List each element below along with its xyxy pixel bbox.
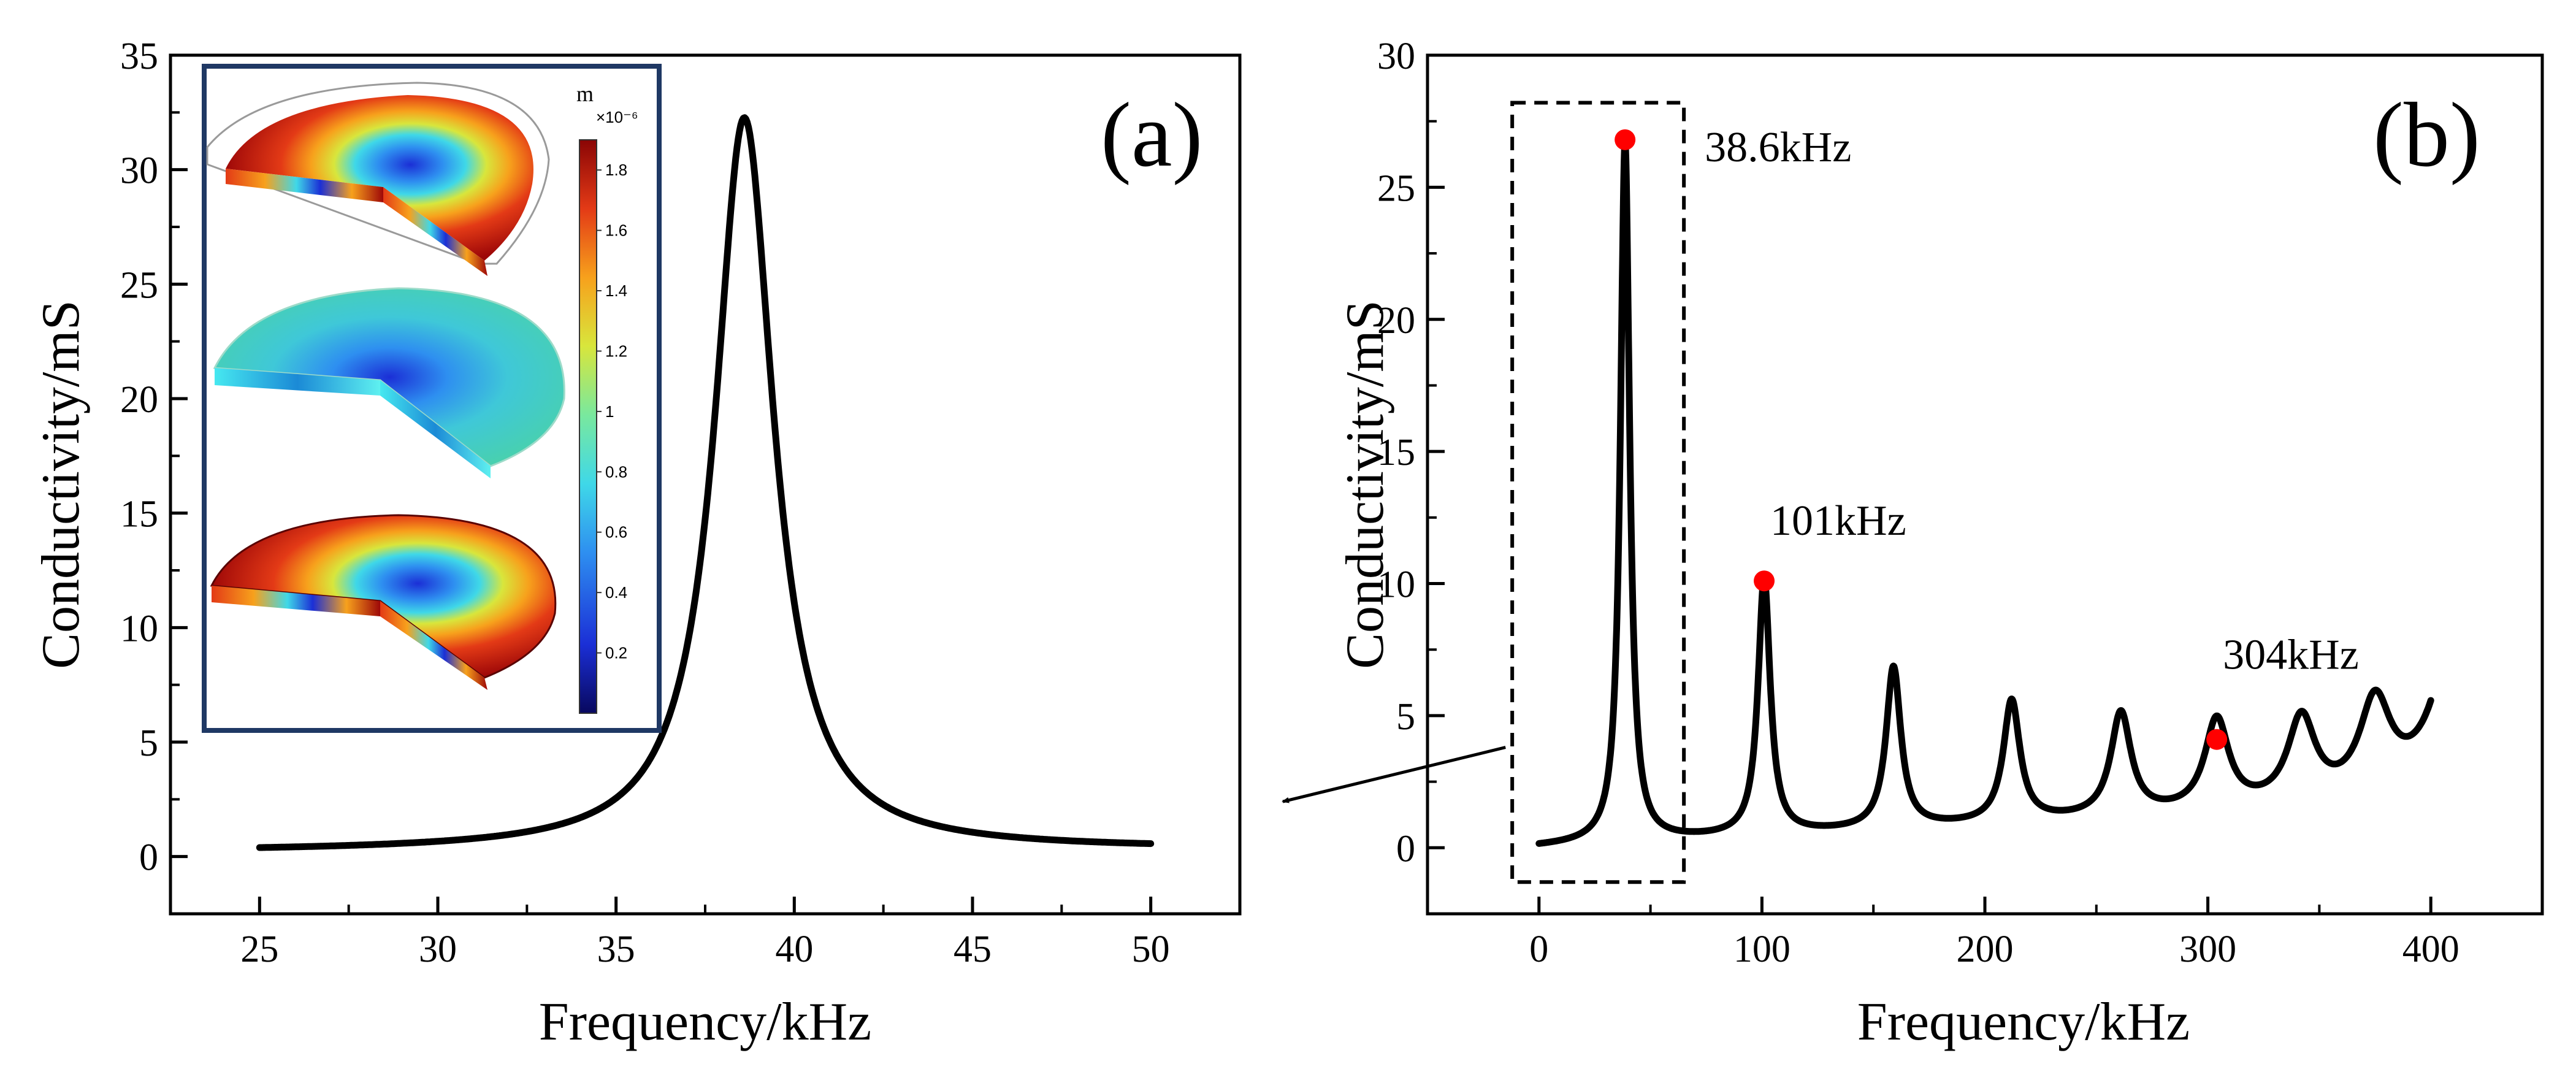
panel-b-label: (b) — [2373, 84, 2480, 186]
colorbar-exponent: ×10⁻⁶ — [596, 108, 638, 126]
panel-b-y-tick-label: 0 — [1396, 828, 1415, 870]
panel-a-x-tick-label: 25 — [240, 929, 278, 970]
panel-a-y-tick-label: 15 — [120, 494, 158, 535]
panel-a-y-tick-label: 35 — [120, 36, 158, 77]
panel-b-y-axis-title: Conductivity/mS — [1336, 300, 1395, 668]
panel-a-x-tick-label: 40 — [775, 929, 813, 970]
peak-markers: 38.6kHz 101kHz 304kHz — [1615, 124, 2359, 750]
panel-b-x-tick-label: 200 — [1957, 929, 2014, 970]
panel-b-y-ticks: 0 5 10 15 20 25 30 — [1377, 36, 1445, 870]
colorbar-ticks: 0.2 0.4 0.6 0.8 1 1.2 1.4 1.6 1.8 — [597, 161, 627, 662]
panel-b-y-tick-label: 15 — [1377, 432, 1415, 473]
peak-marker — [2206, 729, 2228, 750]
panel-a-x-tick-label: 35 — [597, 929, 635, 970]
panel-a-curve — [256, 114, 1155, 851]
panel-a-y-ticks: 0 5 10 15 20 25 30 35 — [120, 36, 188, 879]
panel-b-y-tick-label: 10 — [1377, 564, 1415, 606]
zoom-arrow — [1282, 746, 1506, 803]
mode-shape-1 — [206, 82, 550, 276]
peak-marker — [1615, 129, 1636, 150]
panel-a: 25 30 35 40 45 50 0 5 10 15 20 25 30 35 (a) Frequenc… — [31, 36, 1242, 1052]
mode-shape-3 — [210, 514, 557, 690]
colorbar-tick-label: 1.6 — [605, 221, 627, 240]
panel-a-x-tick-label: 30 — [419, 929, 457, 970]
panel-b-x-tick-label: 400 — [2402, 929, 2459, 970]
panel-a-y-axis-title: Conductivity/mS — [31, 300, 91, 668]
colorbar-tick-label: 1.2 — [605, 342, 627, 360]
colorbar-tick-label: 0.8 — [605, 462, 627, 481]
mode-shape-inset: m ×10⁻⁶ 0.2 0.4 0.6 0.8 1 1.2 1.4 1.6 1.8 — [202, 64, 662, 733]
colorbar-tick-label: 0.6 — [605, 523, 627, 542]
panel-a-y-tick-label: 0 — [139, 837, 158, 879]
panel-a-x-tick-label: 45 — [954, 929, 992, 970]
inset-colorbar: m ×10⁻⁶ 0.2 0.4 0.6 0.8 1 1.2 1.4 1.6 1.8 — [576, 82, 638, 714]
highlight-box — [1510, 101, 1686, 884]
panel-b-x-tick-label: 300 — [2179, 929, 2236, 970]
peak-label: 101kHz — [1770, 497, 1906, 545]
panel-b-x-tick-label: 0 — [1529, 929, 1548, 970]
colorbar-tick-label: 1 — [605, 402, 614, 421]
panel-b-y-tick-label: 30 — [1377, 36, 1415, 77]
panel-b-curve — [1535, 139, 2434, 847]
panel-a-y-tick-label: 25 — [120, 264, 158, 306]
colorbar-tick-label: 1.8 — [605, 161, 627, 179]
panel-a-x-tick-label: 50 — [1132, 929, 1170, 970]
colorbar-unit: m — [576, 82, 594, 106]
panel-b-y-tick-label: 20 — [1377, 300, 1415, 342]
panel-b-x-ticks: 0 100 200 300 400 — [1529, 897, 2459, 970]
colorbar-tick-label: 0.2 — [605, 644, 627, 662]
mode-shape-2 — [213, 287, 565, 478]
peak-label: 304kHz — [2223, 632, 2359, 679]
peak-label: 38.6kHz — [1705, 124, 1851, 171]
panel-a-y-tick-label: 5 — [139, 722, 158, 764]
panel-b-x-tick-label: 100 — [1733, 929, 1791, 970]
panel-b: 0 100 200 300 400 0 5 10 15 20 25 30 38.6kHz 101kHz… — [1282, 36, 2544, 1052]
panel-b-x-axis-title: Frequency/kHz — [1857, 992, 2190, 1052]
panel-a-y-tick-label: 10 — [120, 608, 158, 649]
colorbar-tick-label: 1.4 — [605, 281, 627, 300]
panel-a-y-tick-label: 20 — [120, 379, 158, 421]
peak-marker — [1754, 570, 1775, 592]
panel-a-x-axis-title: Frequency/kHz — [539, 992, 871, 1052]
colorbar-scale — [579, 139, 597, 714]
colorbar-tick-label: 0.4 — [605, 583, 627, 602]
panel-a-y-tick-label: 30 — [120, 150, 158, 192]
panel-b-y-tick-label: 25 — [1377, 167, 1415, 209]
panel-a-x-ticks: 25 30 35 40 45 50 — [240, 897, 1170, 970]
panel-a-label: (a) — [1101, 84, 1202, 186]
panel-b-y-tick-label: 5 — [1396, 696, 1415, 738]
